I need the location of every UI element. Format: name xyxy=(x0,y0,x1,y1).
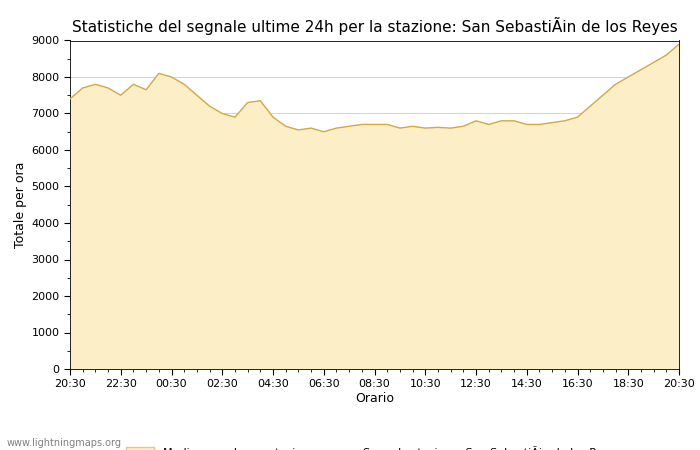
X-axis label: Orario: Orario xyxy=(355,392,394,405)
Y-axis label: Totale per ora: Totale per ora xyxy=(14,162,27,248)
Title: Statistiche del segnale ultime 24h per la stazione: San SebastiÃin de los Reyes: Statistiche del segnale ultime 24h per l… xyxy=(71,17,678,35)
Text: www.lightningmaps.org: www.lightningmaps.org xyxy=(7,438,122,448)
Legend: Media segnale per stazione, Segnale stazione: San SebastiÃin de los Reyes: Media segnale per stazione, Segnale staz… xyxy=(122,441,627,450)
